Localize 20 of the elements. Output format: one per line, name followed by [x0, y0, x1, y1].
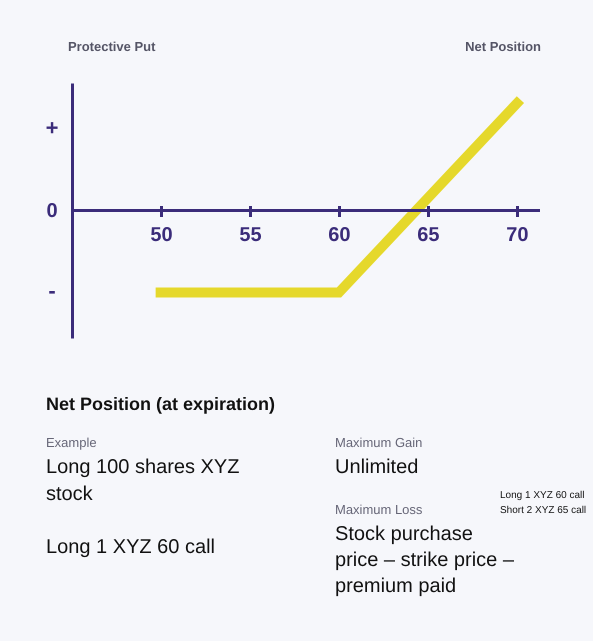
x-tick-label: 70	[506, 224, 528, 246]
text: Stock purchase price – strike price – premium paid	[335, 523, 515, 597]
text: Long 1 XYZ 60 call	[46, 536, 215, 558]
text: Net Position	[465, 39, 542, 54]
text: Short 2 XYZ 65 call	[500, 505, 586, 516]
text: Net Position (at expiration)	[46, 394, 276, 414]
text: -	[48, 278, 56, 303]
text: Maximum Loss	[335, 502, 423, 517]
text: Maximum Gain	[335, 435, 422, 450]
x-tick-label: 65	[417, 224, 440, 246]
chart-title: Protective Put	[68, 39, 156, 54]
text: Unlimited	[335, 456, 418, 478]
text: +	[46, 115, 58, 140]
text: Long 1 XYZ 60 call	[500, 490, 584, 501]
text: Long 100 shares XYZ stock	[46, 456, 240, 505]
x-tick-label: 55	[239, 224, 262, 246]
text: 0	[46, 200, 58, 222]
text: Example	[46, 435, 97, 450]
x-tick-label: 60	[328, 224, 351, 246]
x-tick-label: 50	[150, 224, 173, 246]
